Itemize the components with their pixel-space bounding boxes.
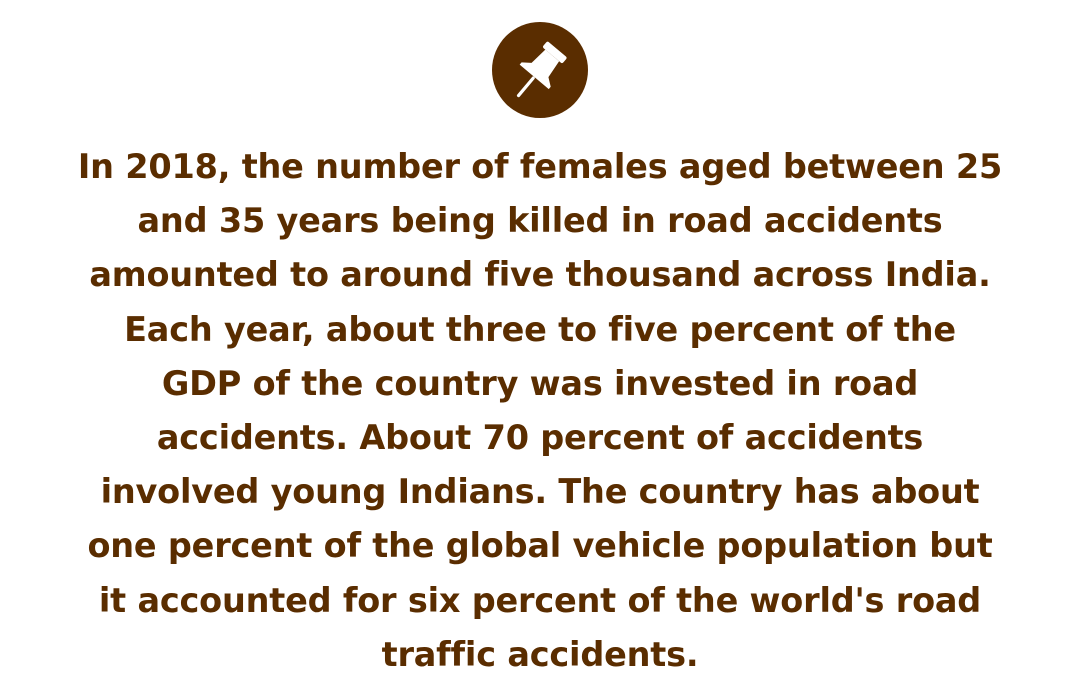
- fact-line: traffic accidents.: [381, 634, 699, 674]
- fact-line: it accounted for six percent of the worl…: [98, 580, 982, 620]
- pushpin-icon: [516, 41, 567, 98]
- fact-line: involved young Indians. The country has …: [100, 472, 980, 512]
- fact-line: accidents. About 70 percent of accidents: [156, 418, 924, 458]
- fact-line: In 2018, the number of females aged betw…: [77, 147, 1003, 186]
- fact-line: GDP of the country was invested in road: [161, 363, 919, 403]
- fact-line: Each year, about three to five percent o…: [124, 309, 956, 349]
- fact-line: amounted to around five thousand across …: [89, 255, 991, 295]
- fact-paragraph: In 2018, the number of females aged betw…: [40, 140, 1040, 682]
- pushpin-badge: [492, 22, 588, 118]
- fact-line: and 35 years being killed in road accide…: [137, 201, 943, 241]
- fact-line: one percent of the global vehicle popula…: [87, 526, 993, 566]
